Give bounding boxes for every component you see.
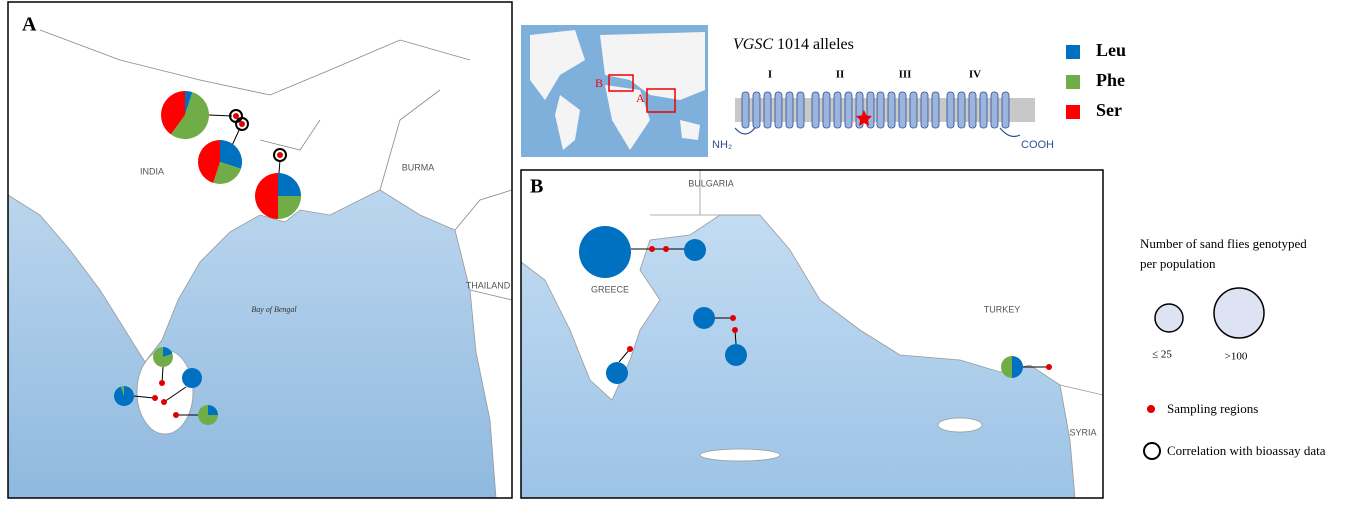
place-label: Bay of Bengal bbox=[251, 305, 297, 314]
size-small-label: ≤ 25 bbox=[1152, 349, 1172, 361]
helix bbox=[742, 92, 749, 128]
place-label: SYRIA bbox=[1069, 427, 1096, 437]
size-large bbox=[1214, 288, 1264, 338]
helix bbox=[753, 92, 760, 128]
inset-label: A bbox=[636, 91, 645, 105]
size-legend-title: Number of sand flies genotyped bbox=[1140, 236, 1307, 251]
helix bbox=[834, 92, 841, 128]
map-b bbox=[521, 170, 1103, 498]
legend-label: Phe bbox=[1096, 70, 1125, 90]
n-terminus: NH₂ bbox=[712, 139, 732, 151]
domain-label: I bbox=[768, 69, 772, 81]
backbone bbox=[735, 128, 1020, 136]
legend-label: Ser bbox=[1096, 100, 1122, 120]
helix bbox=[958, 92, 965, 128]
sampling-label: Sampling regions bbox=[1167, 401, 1258, 416]
helix bbox=[786, 92, 793, 128]
place-label: GREECE bbox=[591, 284, 629, 294]
domain-label: II bbox=[836, 69, 845, 81]
place-label: TURKEY bbox=[984, 304, 1021, 314]
helix bbox=[877, 92, 884, 128]
map-a bbox=[8, 2, 512, 498]
sampling-symbol bbox=[1147, 405, 1155, 413]
helix bbox=[947, 92, 954, 128]
legend-swatch bbox=[1066, 75, 1080, 89]
helix bbox=[775, 92, 782, 128]
helix bbox=[797, 92, 804, 128]
helix bbox=[991, 92, 998, 128]
c-terminus: COOH bbox=[1021, 139, 1054, 151]
helix bbox=[932, 92, 939, 128]
inset-map: B A bbox=[521, 25, 708, 157]
inset-label: B bbox=[595, 76, 603, 90]
helix bbox=[845, 92, 852, 128]
helix bbox=[921, 92, 928, 128]
helix bbox=[980, 92, 987, 128]
helix bbox=[888, 92, 895, 128]
helix bbox=[823, 92, 830, 128]
legend-swatch bbox=[1066, 45, 1080, 59]
size-legend-title: per population bbox=[1140, 256, 1216, 271]
gene-title-italic: VGSC bbox=[733, 36, 773, 53]
size-small bbox=[1155, 304, 1183, 332]
legend-label: Leu bbox=[1096, 40, 1126, 60]
domain-label: III bbox=[899, 69, 912, 81]
domain-label: IV bbox=[969, 69, 981, 81]
bioassay-symbol bbox=[1144, 443, 1160, 459]
bioassay-label: Correlation with bioassay data bbox=[1167, 443, 1326, 458]
place-label: THAILAND bbox=[466, 280, 511, 290]
gene-title-rest: 1014 alleles bbox=[777, 36, 854, 53]
allele-legend: Leu Phe Ser bbox=[1066, 40, 1126, 120]
place-label: INDIA bbox=[140, 166, 164, 176]
helix bbox=[812, 92, 819, 128]
helix bbox=[910, 92, 917, 128]
panel-label: A bbox=[22, 14, 37, 36]
figure: A INDIA BURMA THAILAND Bay of Bengal B A… bbox=[0, 0, 1368, 502]
legend-swatch bbox=[1066, 105, 1080, 119]
panel-label: B bbox=[530, 176, 543, 198]
helix bbox=[1002, 92, 1009, 128]
helix bbox=[764, 92, 771, 128]
size-large-label: >100 bbox=[1225, 351, 1248, 363]
place-label: BULGARIA bbox=[688, 178, 734, 188]
gene-title: VGSC 1014 alleles bbox=[733, 36, 854, 53]
place-label: BURMA bbox=[402, 162, 435, 172]
helix bbox=[899, 92, 906, 128]
helix bbox=[969, 92, 976, 128]
